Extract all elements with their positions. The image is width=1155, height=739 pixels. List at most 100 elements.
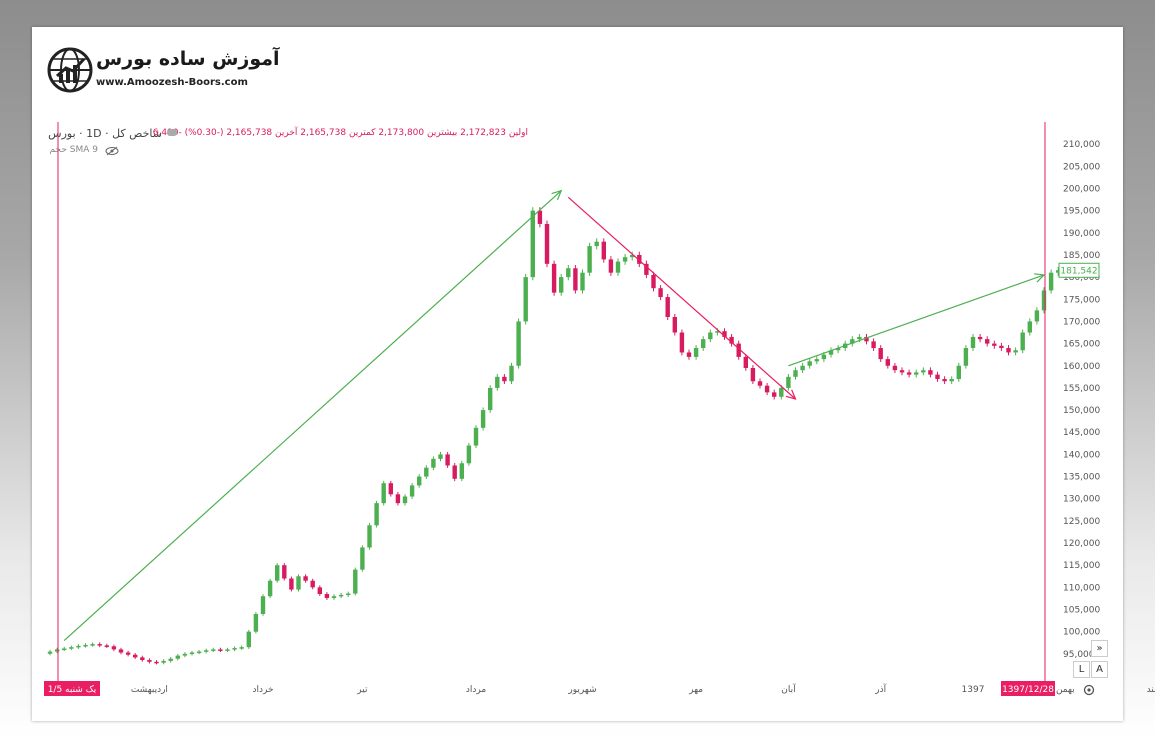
candle [111,646,117,650]
y-tick-label: 195,000 [1063,207,1100,217]
logo-url: www.Amoozesh-Boors.com [96,77,248,88]
candle [914,372,919,375]
y-tick-label: 110,000 [1063,583,1100,593]
candle [97,644,102,646]
candle [1056,270,1061,273]
candle [1041,290,1047,311]
candle [502,376,507,382]
candle [559,277,564,293]
candle [814,359,819,362]
candle [921,370,926,373]
candle [480,410,486,428]
collapse-legend-icon[interactable] [167,129,177,136]
candle [289,578,294,590]
candle [715,331,720,333]
candle [140,657,145,661]
candle [928,370,933,375]
candle [409,485,415,497]
end-date-badge [1001,681,1055,696]
log-scale-button[interactable]: L [1073,661,1090,678]
y-tick-label: 115,000 [1063,561,1100,571]
y-tick-label: 185,000 [1063,251,1100,261]
y-tick-label: 180,000 [1063,273,1100,283]
candle [175,655,180,659]
candle [473,427,479,446]
expand-button[interactable]: » [1091,640,1108,657]
candle [402,496,408,504]
candle [196,651,202,654]
logo-title: آموزش ساده بورس [96,48,280,70]
candle [317,587,322,595]
candle [551,263,557,293]
trend-arrow-recovery-head [1033,273,1046,283]
trend-arrow-up [63,190,562,641]
trend-arrow-down-head [785,389,797,400]
candle [708,332,713,340]
x-tick-label: آذر [874,683,886,695]
candle [601,241,606,260]
candle [239,647,244,649]
candle [779,387,784,397]
candle [679,332,685,353]
candle [516,321,521,366]
x-tick-label: اسفند [1147,685,1155,695]
candle [878,348,883,360]
candle [232,648,237,650]
candle [154,661,159,664]
auto-scale-button[interactable]: A [1091,661,1108,678]
y-tick-label: 130,000 [1063,495,1100,505]
y-tick-label: 120,000 [1063,539,1100,549]
candle [949,379,954,382]
candle [800,365,805,371]
trend-arrow-down [567,196,796,400]
candle [608,259,614,273]
candle [999,345,1004,349]
candle [338,594,344,597]
candle [580,272,585,291]
x-tick-label: 1397 [962,685,985,695]
candle [537,210,543,224]
candle [786,376,791,388]
candle [218,649,223,651]
candle [622,257,628,262]
candle [871,341,876,349]
candle [665,297,670,318]
candle [693,348,699,357]
settings-gear-icon[interactable] [1083,684,1095,696]
y-tick-label: 100,000 [1063,628,1100,638]
candle [253,613,259,632]
candle [76,645,81,648]
candle [1034,310,1040,322]
y-tick-label: 125,000 [1063,517,1100,527]
legend-ohlc: اولین 2,172,823 بیشترین 2,173,800 کمترین… [152,128,528,138]
candle [459,463,464,479]
candle [750,367,756,382]
candle [445,454,450,466]
candle [360,547,365,570]
x-tick-label: تیر [356,685,368,695]
candle [168,658,173,661]
candle [452,465,457,479]
candle [282,565,287,579]
candle [147,660,152,662]
candle [630,254,635,258]
candle [977,336,983,340]
candle [530,210,535,278]
candle [835,348,841,351]
candle [857,336,862,340]
candle [189,652,195,655]
candle [615,261,621,273]
candle [772,392,777,397]
candle [104,645,109,647]
candle [764,385,770,393]
last-price-label: 181,542 [1060,266,1097,276]
candle [47,651,53,654]
candle [793,370,798,377]
candle [651,274,656,289]
candle [594,241,599,247]
candle [69,647,74,649]
candle [587,246,592,273]
eye-hidden-icon[interactable] [105,146,119,156]
